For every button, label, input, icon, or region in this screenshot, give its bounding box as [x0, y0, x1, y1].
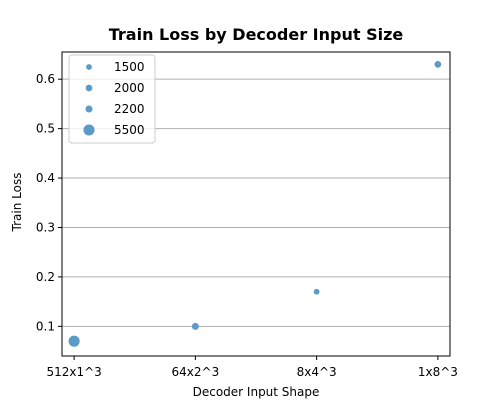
scatter-point: [191, 322, 199, 330]
legend-marker: [85, 105, 93, 113]
x-tick-label: 1x8^3: [418, 365, 458, 379]
legend: 1500 2000 2200 5500: [68, 54, 156, 144]
chart-title: Train Loss by Decoder Input Size: [109, 25, 404, 44]
plot-area-frame: [61, 51, 451, 357]
x-axis-label: Decoder Input Shape: [193, 385, 320, 399]
legend-label: 2000: [114, 81, 145, 95]
x-axis-ticks: 512x1^3 64x2^3 8x4^3 1x8^3: [46, 356, 458, 379]
y-tick-label: 0.4: [36, 171, 55, 185]
y-axis-ticks: 0.1 0.2 0.3 0.4 0.5 0.6: [36, 72, 62, 333]
legend-marker: [85, 84, 93, 92]
legend-marker: [86, 64, 92, 70]
legend-label: 5500: [114, 123, 145, 137]
scatter-point: [313, 288, 320, 295]
x-tick-label: 512x1^3: [46, 365, 101, 379]
legend-box: [68, 54, 156, 144]
scatter-point: [68, 335, 80, 347]
legend-label: 2200: [114, 102, 145, 116]
data-points: [68, 61, 442, 347]
y-tick-label: 0.3: [36, 220, 55, 234]
legend-entries: 1500 2000 2200 5500: [83, 60, 145, 137]
x-tick-label: 64x2^3: [172, 365, 220, 379]
y-tick-label: 0.5: [36, 122, 55, 136]
scatter-point: [434, 61, 442, 68]
legend-marker: [83, 124, 95, 136]
y-tick-label: 0.2: [36, 270, 55, 284]
y-tick-label: 0.6: [36, 72, 55, 86]
legend-label: 1500: [114, 60, 145, 74]
y-tick-label: 0.1: [36, 319, 55, 333]
x-tick-label: 8x4^3: [297, 365, 337, 379]
y-axis-label: Train Loss: [10, 173, 24, 233]
